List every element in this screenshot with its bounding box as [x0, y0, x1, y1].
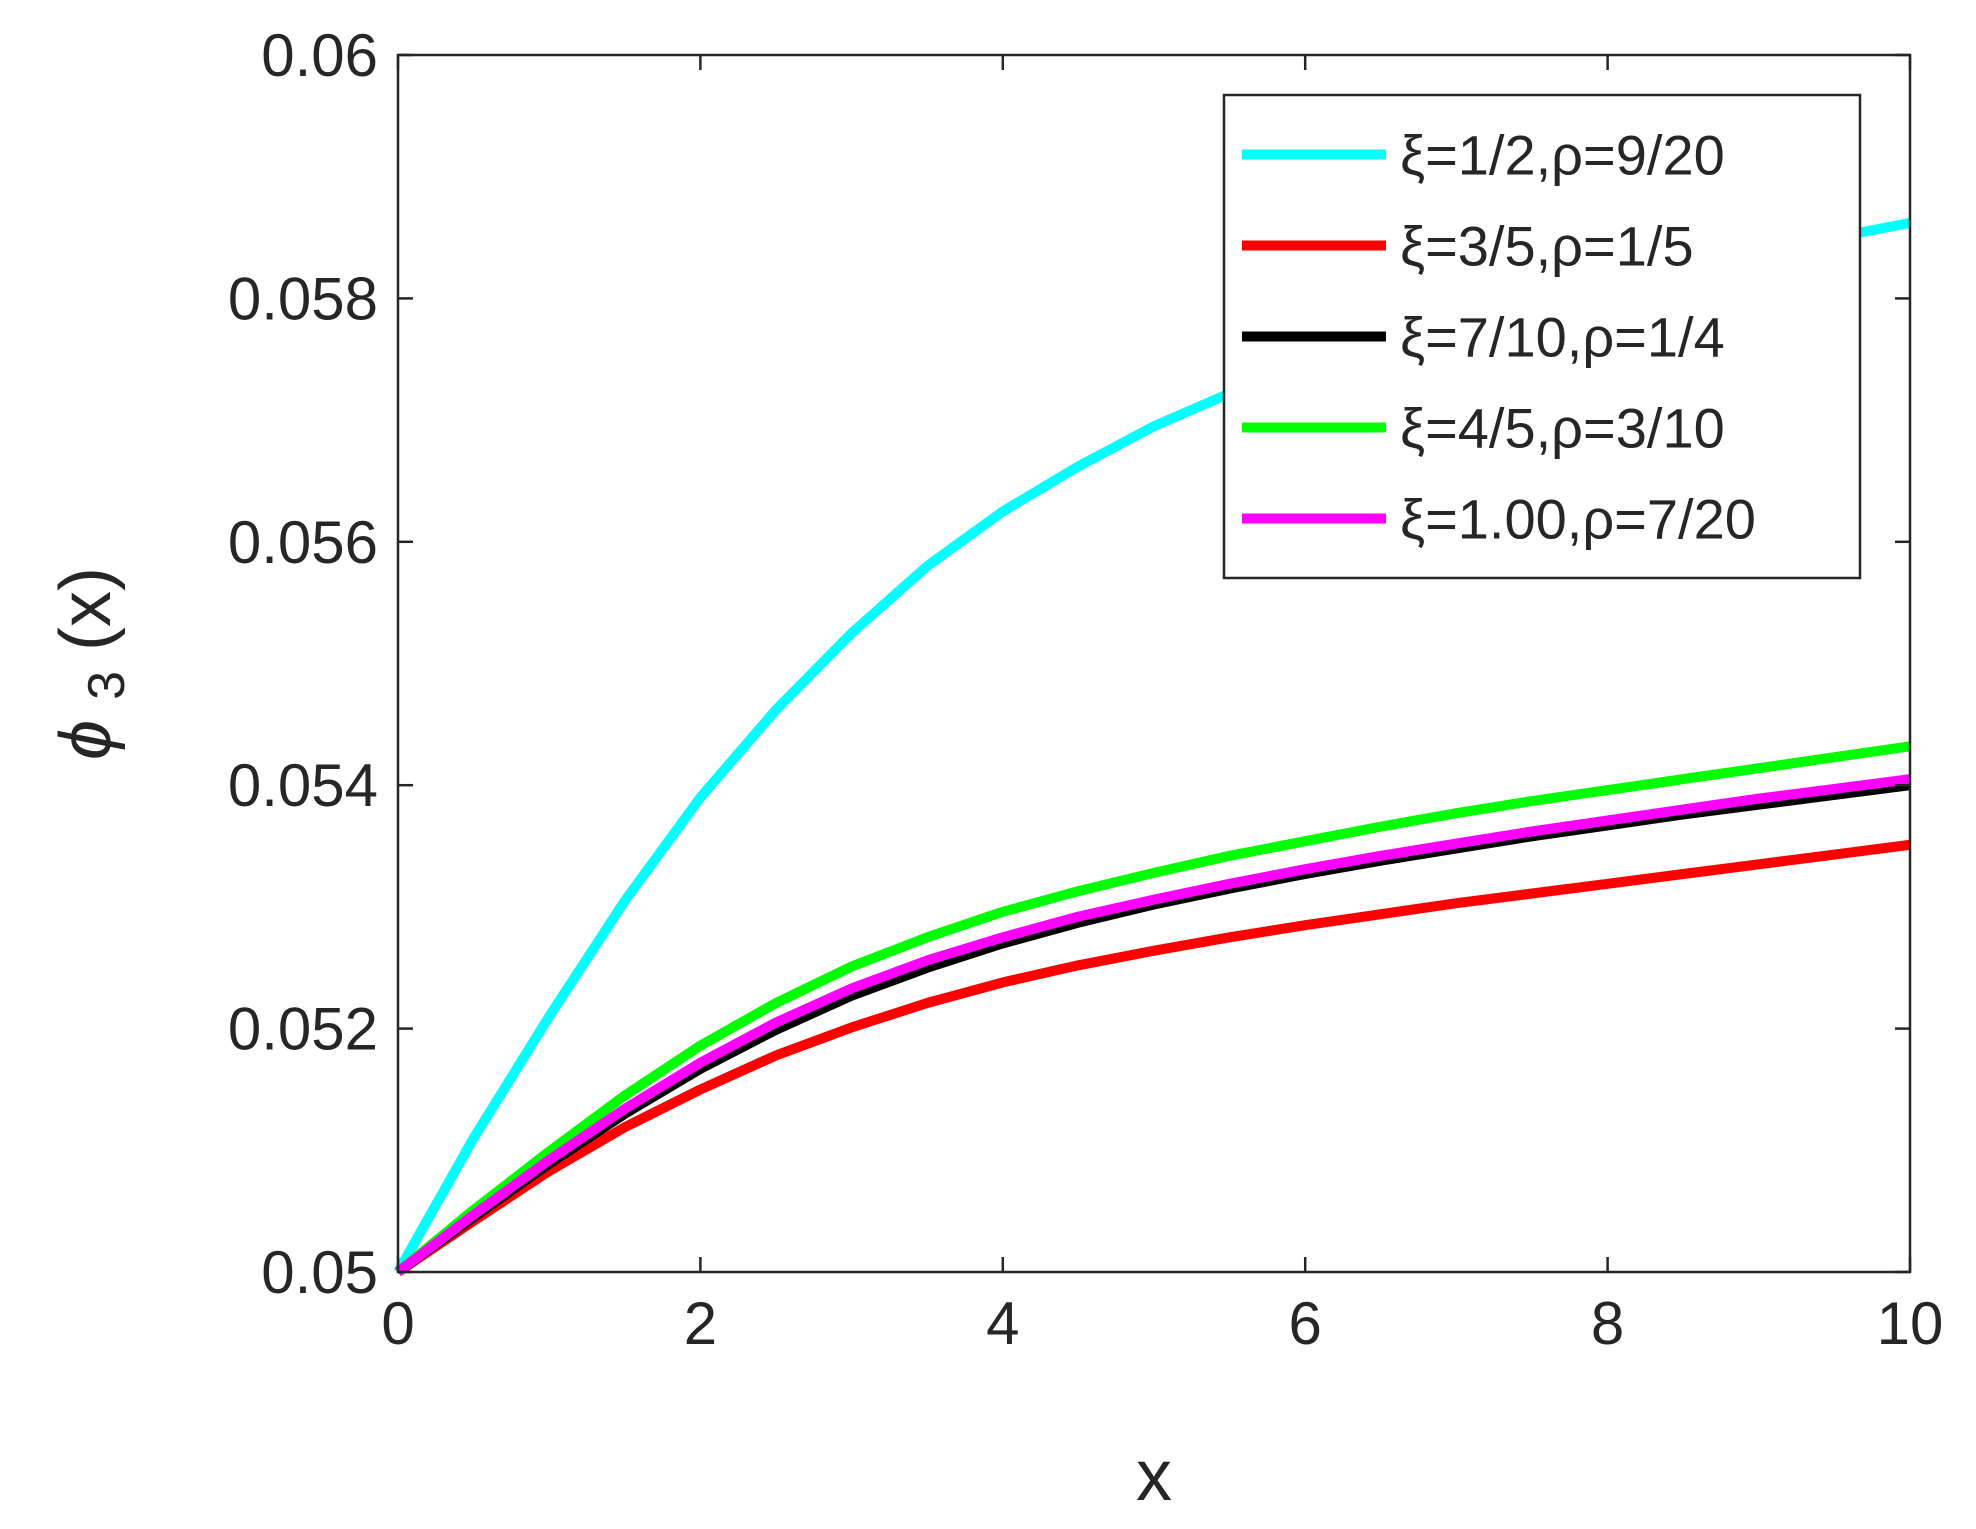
y-tick-label: 0.058	[228, 265, 378, 332]
legend: ξ=1/2,ρ=9/20 ξ=3/5,ρ=1/5 ξ=7/10,ρ=1/4 ξ=4/5…	[1222, 93, 1862, 580]
x-tick-label: 2	[684, 1290, 717, 1357]
x-axis-label: x	[1136, 1436, 1172, 1516]
y-axis-label-symbol: ϕ	[46, 720, 126, 760]
y-tick-label: 0.056	[228, 509, 378, 576]
y-tick-label: 0.05	[261, 1239, 378, 1306]
x-tick-label: 8	[1591, 1290, 1624, 1357]
plot-frame	[396, 53, 1912, 1274]
y-axis-label: ϕ 3 (x)	[46, 567, 140, 760]
legend-label: ξ=3/5,ρ=1/5	[1400, 215, 1694, 278]
y-tick-label: 0.054	[228, 752, 378, 819]
x-tick-label: 4	[986, 1290, 1019, 1357]
y-axis-label-argument: (x)	[46, 567, 126, 651]
legend-label: ξ=7/10,ρ=1/4	[1400, 306, 1725, 369]
x-tick-label: 10	[1877, 1290, 1944, 1357]
y-axis-label-subscript: 3	[78, 671, 136, 700]
legend-label: ξ=1.00,ρ=7/20	[1400, 488, 1756, 551]
y-tick-label: 0.052	[228, 996, 378, 1063]
ticks-layer: 0 2 4 6 8 10 0.05 0.052 0.054 0.056 0.058 0.06	[228, 22, 1944, 1357]
x-tick-label: 0	[381, 1290, 414, 1357]
x-tick-label: 6	[1289, 1290, 1322, 1357]
legend-label: ξ=1/2,ρ=9/20	[1400, 124, 1725, 187]
y-tick-label: 0.06	[261, 22, 378, 89]
legend-label: ξ=4/5,ρ=3/10	[1400, 397, 1725, 460]
